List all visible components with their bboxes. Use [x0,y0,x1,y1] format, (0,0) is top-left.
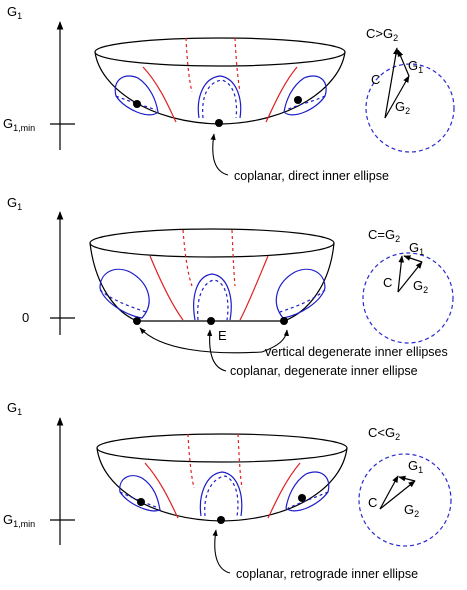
dashed-circle [365,63,455,153]
vector-g1 [398,475,416,482]
vector-g1 [403,255,423,263]
bowl-outline [94,51,346,125]
caption-arrow [206,329,227,372]
condition-label: C=G2 [368,227,400,244]
red-curve-left-hidden [182,229,193,287]
dashed-circle [362,252,454,344]
label-c: C [368,495,377,510]
caption: coplanar, direct inner ellipse [234,169,389,183]
blue-loop-center-hidden [202,79,238,119]
label-c: C [383,275,392,290]
panel-retrograde: G1 G1,min coplanar, retrograde inner ell… [3,400,452,581]
point-e [207,317,215,325]
axis-label: G1 [7,400,22,417]
label-g1: G1 [409,240,424,257]
blue-loop-left-hidden [99,289,147,313]
blue-loop-left [114,75,159,116]
blue-loop-center [193,273,232,321]
red-curve-right [265,66,298,123]
red-curve-left-hidden [185,37,193,93]
axis-tick-label: G1,min [3,512,35,529]
label-g2: G2 [413,278,428,295]
caption: coplanar, retrograde inner ellipse [236,567,418,581]
blue-loop-right [275,268,326,319]
panel-direct: G1 G1,min coplanar, direct inner ellipse… [3,4,455,183]
caption: coplanar, degenerate inner ellipse [230,364,418,378]
vertical-caption-arrow-right [261,329,290,353]
caption-arrow [212,529,231,574]
red-curve-right-hidden [231,229,236,287]
label-g2: G2 [404,502,419,519]
red-curve-left-hidden [187,433,195,489]
point-right [280,317,288,325]
red-curve-right [239,255,269,321]
label-g1: G1 [408,58,423,75]
vector-c [397,255,405,293]
bowl-rim [96,433,348,463]
blue-loop-right-hidden [279,289,326,313]
blue-loop-left [119,475,161,512]
axis-label: G1 [7,4,22,21]
vector-g2 [397,261,423,293]
blue-loop-center [197,75,242,119]
red-curve-right-hidden [234,37,241,93]
panel-degenerate: G1 0 E vertical degenerate inner ellipse… [7,195,454,378]
vector-g2 [384,75,410,119]
blue-loop-right-hidden [285,95,326,111]
red-curve-left [149,255,184,321]
vector-g1 [397,49,410,77]
vertical-caption-arrow-left [139,327,263,354]
bowl-rim [89,228,335,258]
vector-c [384,47,399,119]
dashed-circle [358,453,452,547]
label-c: C [371,72,380,87]
red-curve-right-hidden [237,433,243,489]
point-left [133,100,141,108]
blue-loop-center-hidden [197,279,229,321]
blue-loop-center [199,471,243,517]
red-curve-left [144,462,179,519]
label-g1: G1 [408,458,423,475]
axis-tick-label: 0 [22,310,29,325]
condition-label: C<G2 [368,425,400,442]
point-left [133,317,141,325]
vector-g2 [379,480,416,510]
red-curve-right [267,462,301,519]
blue-loop-right [285,471,330,512]
point-right [298,494,306,502]
point-e-label: E [218,328,227,343]
blue-loop-right [283,75,327,116]
point-bottom [217,516,225,524]
point-left [137,498,145,506]
point-bottom [215,119,223,127]
vector-c [379,475,399,510]
caption-vertical: vertical degenerate inner ellipses [265,345,448,359]
point-right [294,96,302,104]
axis-tick-label: G1,min [3,116,35,133]
axis-label: G1 [7,195,22,212]
bowl-outline [96,447,348,522]
red-curve-left [142,66,177,123]
condition-label: C>G2 [366,26,398,43]
blue-loop-left [99,268,150,319]
blue-loop-center-hidden [204,475,239,517]
bowl-outline [89,242,335,322]
bowl-rim [94,37,346,67]
label-g2: G2 [395,99,410,116]
caption-arrow [210,133,229,176]
